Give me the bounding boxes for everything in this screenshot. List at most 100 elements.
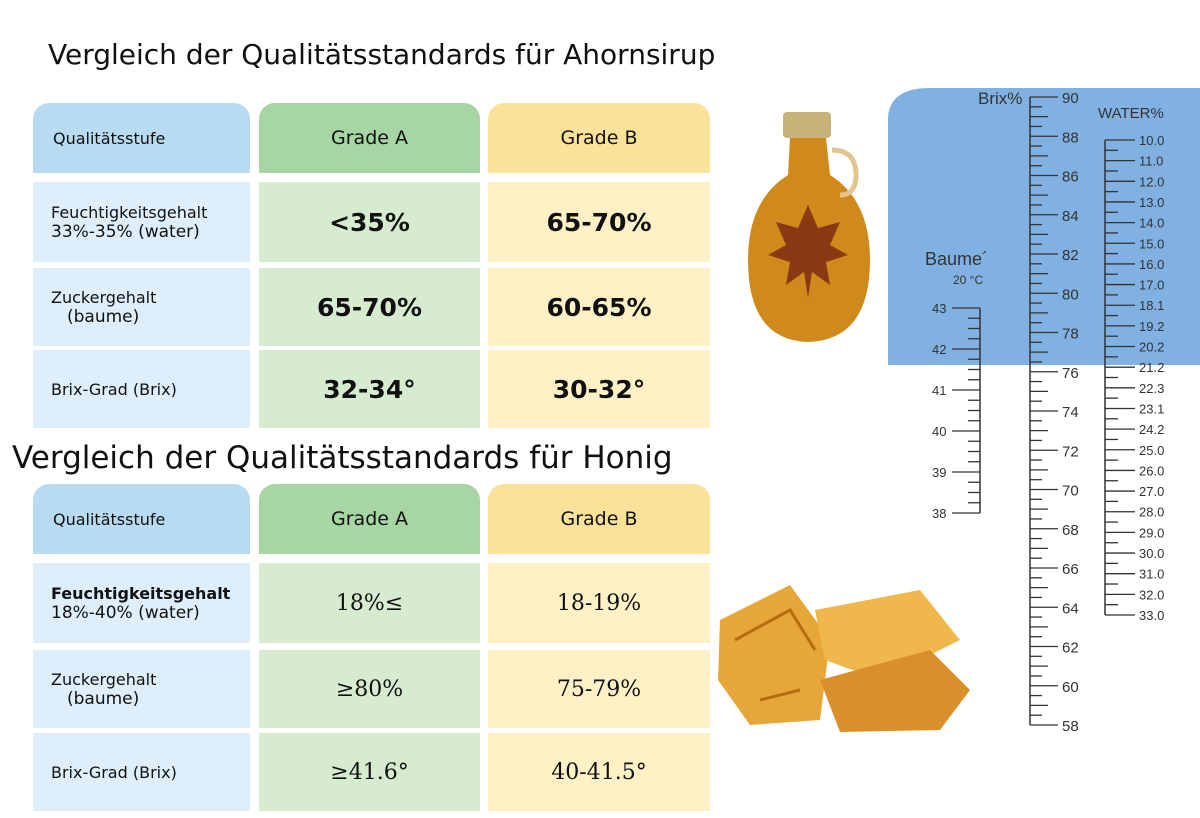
scale-number: 25.0 [1139,443,1164,458]
table-cell: 32-34° [259,350,480,428]
value: 18%≤ [335,590,404,616]
value: ≥41.6° [330,759,409,785]
scale-number: 72 [1062,443,1079,460]
scale-number: 76 [1062,365,1079,382]
row-label: (baume) [67,306,140,327]
scale-number: 11.0 [1139,154,1163,169]
table-cell: <35% [259,182,480,262]
scale-number: 66 [1062,561,1079,578]
table-cell: 18-19% [488,563,710,643]
scale-number: 68 [1062,522,1079,539]
value: ≥80% [335,676,404,702]
scale-number: 33.0 [1139,608,1164,623]
header-cell: Qualitätsstufe [33,103,250,173]
row-label: 33%-35% (water) [51,221,200,242]
scale-number: 13.0 [1139,195,1164,210]
scale-number: 14.0 [1139,216,1164,231]
scale-number: 32.0 [1139,587,1164,602]
scale-number: 60 [1062,679,1079,696]
row-label: Zuckergehalt [51,669,157,689]
value: 32-34° [323,374,416,404]
header-text: Grade A [331,127,408,149]
table-cell: Brix-Grad (Brix) [33,350,250,428]
header-cell: Grade A [259,484,480,554]
syrup-bottle [748,112,870,342]
scale-number: 17.0 [1139,278,1164,293]
table-cell: 65-70% [488,182,710,262]
table-cell: Feuchtigkeitsgehalt 18%-40% (water) [33,563,250,643]
value: 18-19% [556,590,642,616]
header-cell: Qualitätsstufe [33,484,250,554]
scale-number: 24.2 [1139,422,1164,437]
scale-number: 12.0 [1139,174,1164,189]
value: 75-79% [556,676,642,702]
value: 65-70% [546,207,652,237]
table-cell: 40-41.5° [488,733,710,811]
table-cell: 60-65% [488,268,710,346]
table-cell: ≥41.6° [259,733,480,811]
table-cell: Brix-Grad (Brix) [33,733,250,811]
value: 40-41.5° [551,759,647,785]
table-title: Vergleich der Qualitätsstandards für Hon… [12,440,673,476]
scale-label: 20 °C [953,273,983,287]
scale-number: 20.2 [1139,340,1164,355]
header-cell: Grade A [259,103,480,173]
row-label: Feuchtigkeitsgehalt [51,583,231,603]
scale-number: 70 [1062,483,1079,500]
scale-number: 30.0 [1139,546,1164,561]
value: <35% [329,207,410,237]
scale-number: 58 [1062,718,1079,735]
header-text: Grade B [560,127,638,149]
scale-number: 80 [1062,286,1079,303]
scale-number: 78 [1062,326,1079,343]
scale-number: 27.0 [1139,484,1164,499]
scale-number: 22.3 [1139,381,1164,396]
scale-number: 41 [932,383,946,398]
table-title: Vergleich der Qualitätsstandards für Aho… [48,38,716,71]
table-cell: Zuckergehalt (baume) [33,650,250,728]
table-cell: Zuckergehalt (baume) [33,268,250,346]
header-text: Grade A [331,508,408,530]
scale-number: 19.2 [1139,319,1164,334]
scale-number: 74 [1062,404,1079,421]
honeycomb [718,585,970,732]
row-label: 18%-40% (water) [51,602,200,623]
header-text: Grade B [560,508,638,530]
header-cell: Grade B [488,484,710,554]
scale-number: 62 [1062,640,1079,657]
header-cell: Grade B [488,103,710,173]
scale-number: 82 [1062,247,1079,264]
scale-number: 39 [932,465,946,480]
value: 30-32° [552,374,646,404]
scale-number: 21.2 [1139,360,1164,375]
scale-number: 28.0 [1139,505,1164,520]
scale-number: 42 [932,342,946,357]
scale-label: Baume´ [925,249,988,269]
table-cell: 65-70% [259,268,480,346]
value: 65-70% [316,292,422,322]
scale-number: 38 [932,506,946,521]
scale-number: 31.0 [1139,567,1164,582]
refractometer-window [888,88,1200,365]
scale-number: 84 [1062,208,1079,225]
scale-number: 10.0 [1139,133,1164,148]
scale-number: 90 [1062,90,1079,107]
table-cell: ≥80% [259,650,480,728]
row-label: Brix-Grad (Brix) [51,762,177,782]
header-text: Qualitätsstufe [53,128,166,148]
scale-number: 64 [1062,600,1079,617]
scale-number: 23.1 [1139,401,1164,416]
scale-number: 26.0 [1139,463,1164,478]
scale-number: 16.0 [1139,257,1164,272]
scale-label: Brix% [978,89,1022,108]
scale-label: WATER% [1098,105,1164,122]
table-cell: 18%≤ [259,563,480,643]
scale-number: 40 [932,424,946,439]
header-text: Qualitätsstufe [53,509,166,529]
table-cell: 75-79% [488,650,710,728]
row-label: (baume) [67,688,140,709]
scale-number: 88 [1062,129,1079,146]
scale-number: 29.0 [1139,525,1164,540]
row-label: Feuchtigkeitsgehalt [51,202,208,222]
